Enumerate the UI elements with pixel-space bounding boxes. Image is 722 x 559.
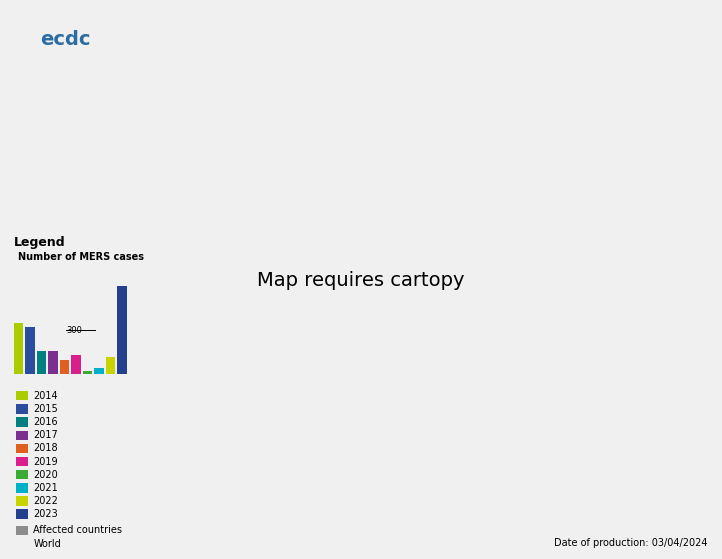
Text: 2023: 2023 (33, 509, 58, 519)
Text: 2020: 2020 (33, 470, 58, 480)
Text: 2016: 2016 (33, 417, 58, 427)
Bar (59, 360, 69, 374)
Bar (16, 457, 28, 466)
Bar (71, 355, 81, 374)
Bar (16, 483, 28, 492)
Text: 2014: 2014 (33, 391, 58, 401)
Text: Legend: Legend (14, 236, 65, 249)
Bar (16, 470, 28, 480)
Text: ecdc: ecdc (40, 30, 90, 49)
Bar (16, 509, 28, 519)
Text: 2022: 2022 (33, 496, 58, 506)
Bar (16, 404, 28, 414)
Bar (14, 323, 23, 374)
Text: Map requires cartopy: Map requires cartopy (257, 271, 465, 290)
Bar (82, 371, 92, 374)
Text: Date of production: 03/04/2024: Date of production: 03/04/2024 (554, 538, 708, 548)
Bar (48, 351, 58, 374)
Bar (16, 444, 28, 453)
Text: Affected countries: Affected countries (33, 525, 123, 536)
Bar (16, 539, 28, 548)
Bar (16, 496, 28, 506)
Bar (105, 357, 116, 374)
Bar (117, 286, 127, 374)
Text: 2015: 2015 (33, 404, 58, 414)
Bar (16, 418, 28, 427)
Bar (16, 430, 28, 440)
Bar (94, 368, 104, 374)
Text: 2021: 2021 (33, 483, 58, 493)
Bar (37, 351, 46, 374)
Text: Number of MERS cases: Number of MERS cases (17, 252, 144, 262)
Bar (16, 525, 28, 535)
Text: 2019: 2019 (33, 457, 58, 467)
Text: 300: 300 (66, 325, 82, 334)
Text: World: World (33, 538, 61, 548)
Bar (16, 391, 28, 400)
Text: 2018: 2018 (33, 443, 58, 453)
Bar (25, 327, 35, 374)
Text: 2017: 2017 (33, 430, 58, 440)
